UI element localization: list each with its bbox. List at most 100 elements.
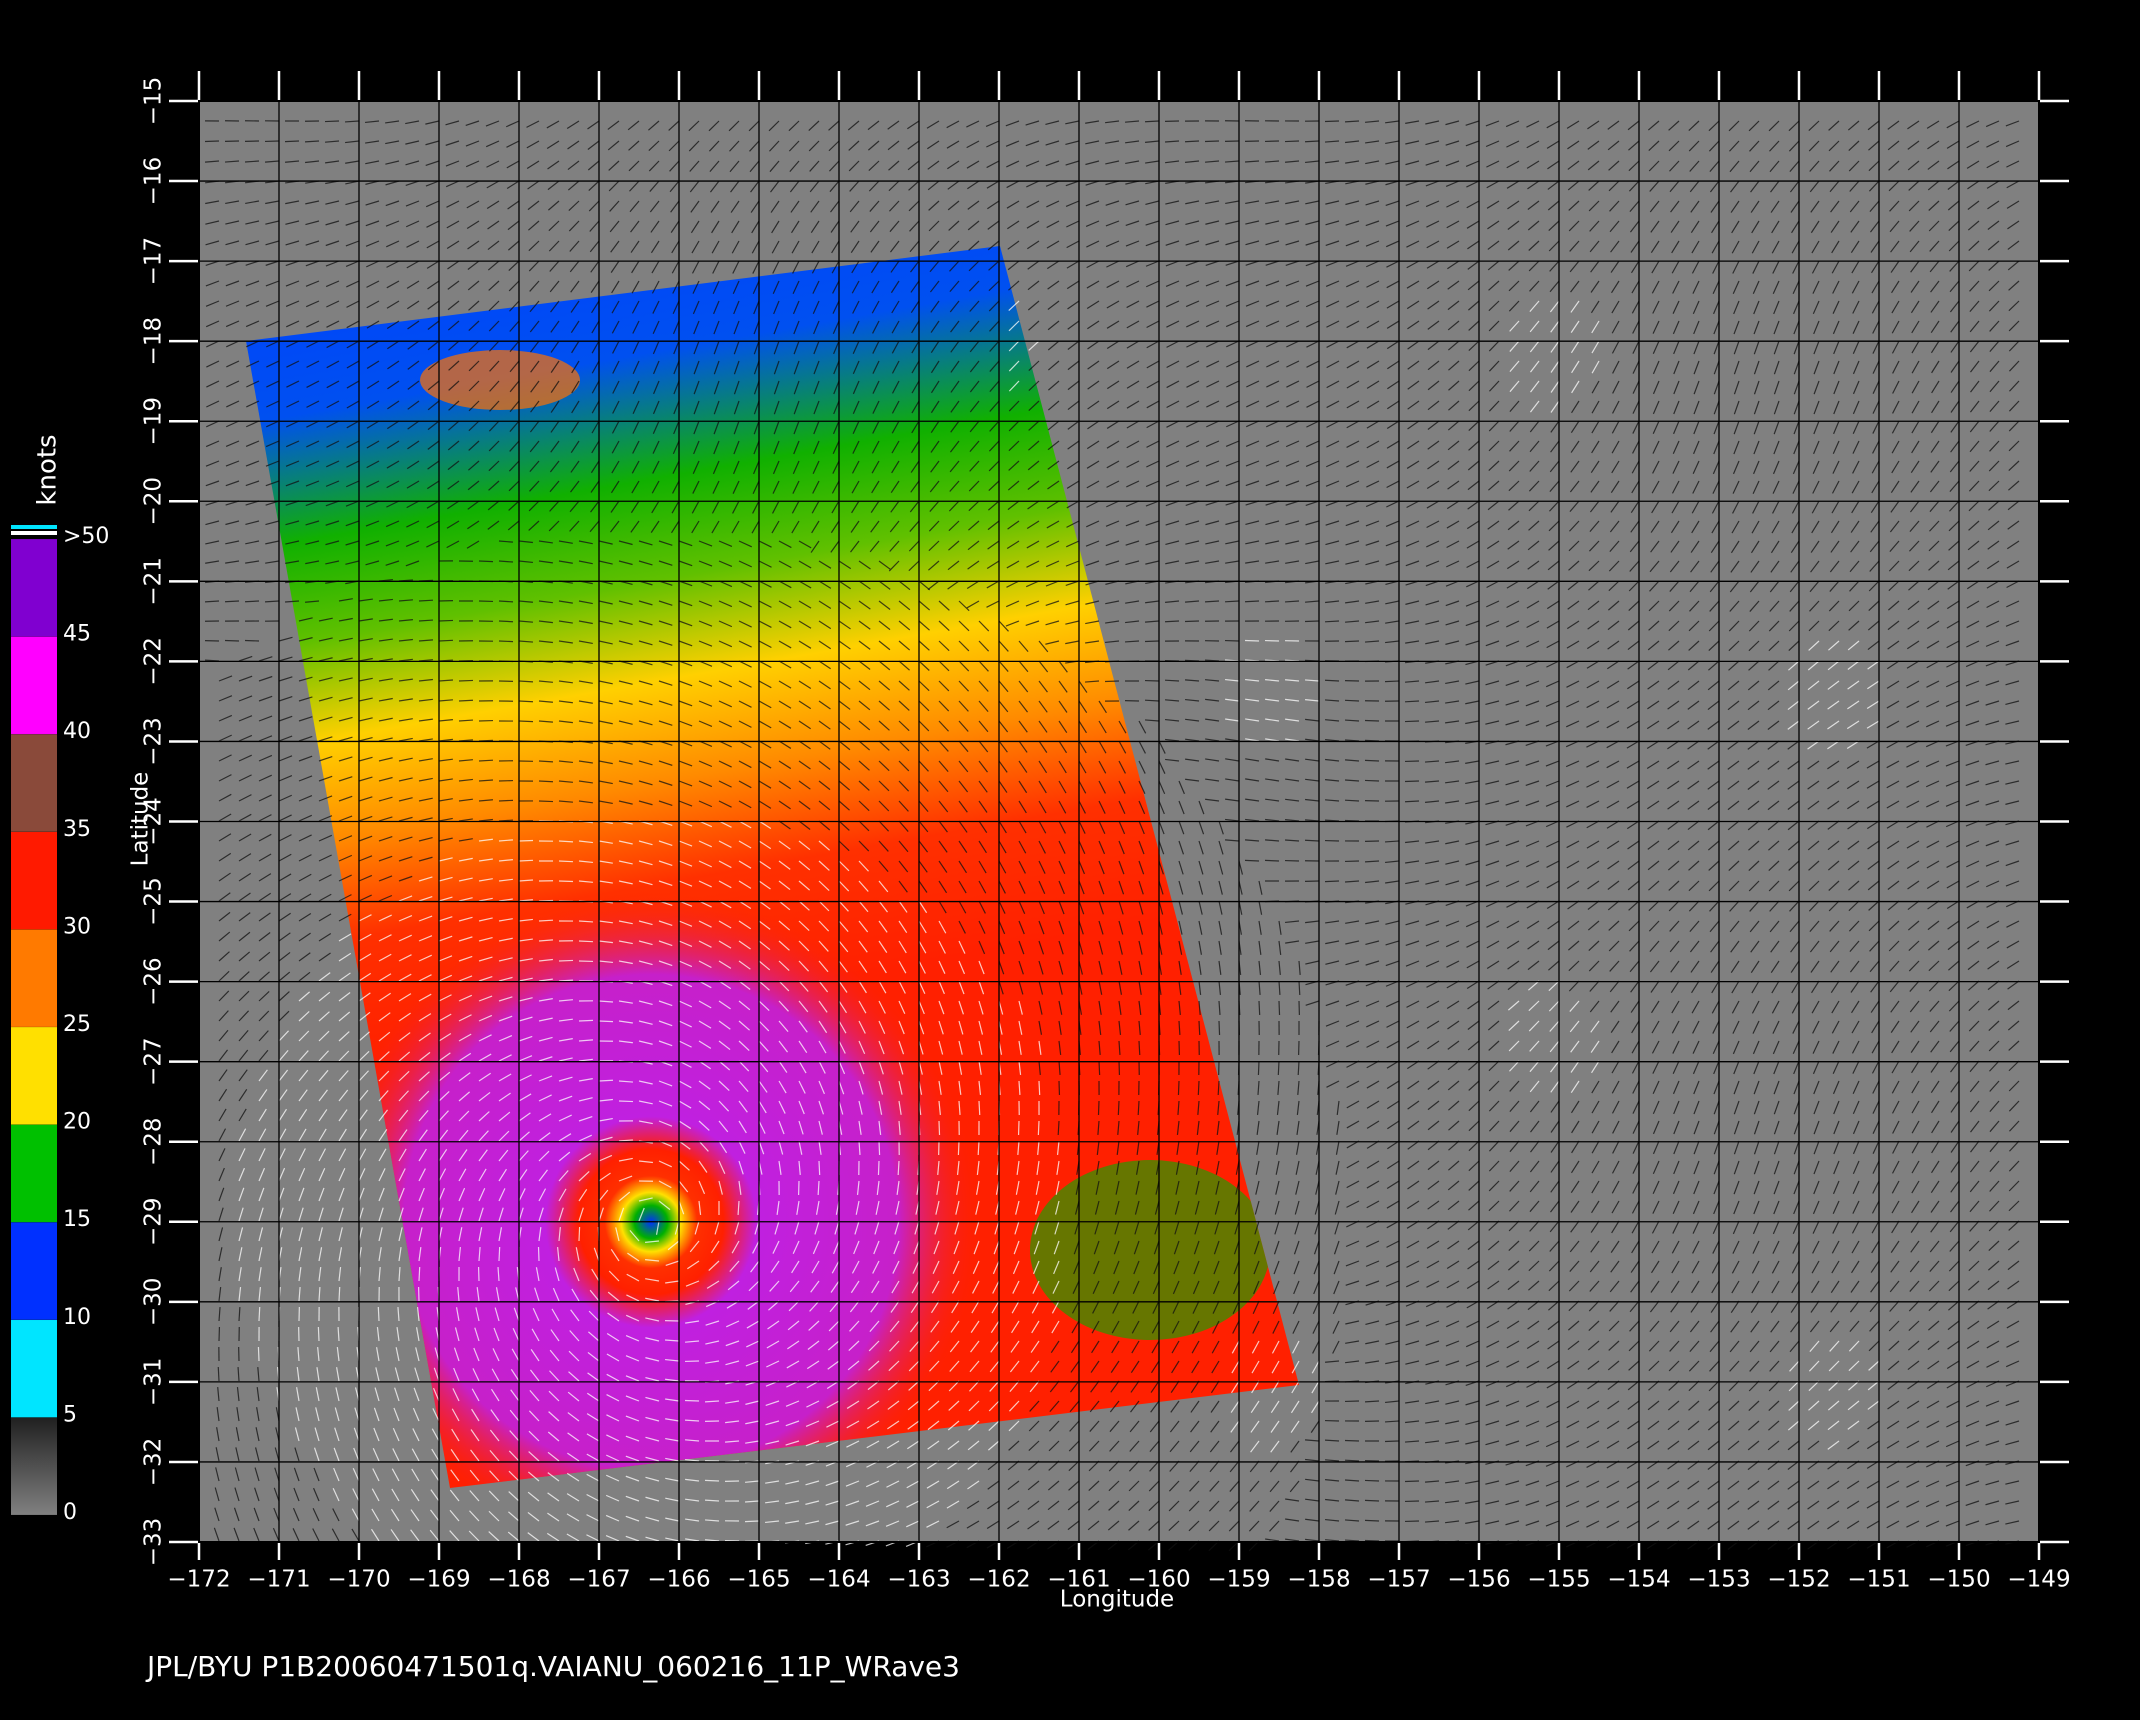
wind-vector (558, 560, 573, 564)
wind-vector (438, 639, 454, 642)
wind-vector (265, 200, 280, 205)
wind-vector (1870, 520, 1880, 533)
wind-vector (1869, 200, 1880, 213)
wind-vector (1947, 160, 1960, 170)
wind-vector (1849, 560, 1860, 573)
wind-vector (1753, 320, 1760, 335)
wind-vector (245, 200, 260, 205)
wind-vector (671, 520, 680, 534)
wind-vector (1466, 200, 1480, 209)
wind-vector (1446, 500, 1460, 510)
wind-vector (1185, 240, 1200, 246)
wind-vector (1245, 420, 1260, 428)
wind-vector (1028, 380, 1040, 392)
wind-vector (1026, 180, 1040, 188)
wind-vector (1006, 180, 1020, 189)
wind-vector (1007, 240, 1020, 250)
wind-vector (426, 520, 440, 529)
wind-vector (2008, 320, 2020, 332)
wind-vector (1027, 260, 1040, 270)
wind-vector (1425, 140, 1440, 146)
wind-vector (966, 120, 980, 128)
wind-vector (773, 400, 780, 415)
wind-vector (828, 160, 840, 172)
wind-vector (1569, 240, 1580, 252)
wind-vector (1550, 420, 1560, 433)
wind-vector (1566, 120, 1580, 129)
wind-vector (948, 240, 960, 252)
wind-vector (1285, 540, 1300, 545)
wind-vector (1712, 300, 1720, 315)
wind-vector (1306, 380, 1320, 388)
wind-vector (718, 540, 733, 547)
wind-vector (1909, 220, 1920, 232)
wind-vector (1732, 460, 1740, 475)
wind-vector (1632, 380, 1640, 394)
wind-vector (1508, 300, 1520, 312)
wind-vector (770, 180, 780, 193)
wind-vector (1487, 220, 1500, 230)
wind-vector (508, 280, 520, 292)
wind-vector (1831, 240, 1840, 254)
wind-vector (985, 120, 1000, 127)
wind-vector (1848, 160, 1860, 172)
wind-vector (1652, 460, 1660, 474)
wind-vector (467, 500, 480, 510)
wind-vector (1670, 540, 1680, 553)
wind-vector (832, 280, 840, 294)
wind-vector (1097, 1100, 1100, 1116)
wind-vector (792, 460, 800, 475)
wind-vector (1567, 180, 1580, 191)
wind-vector (1485, 120, 1500, 127)
wind-vector (1750, 540, 1760, 554)
wind-vector (225, 280, 240, 287)
wind-vector (910, 300, 920, 314)
wind-vector (1057, 1120, 1060, 1136)
wind-vector (206, 340, 220, 348)
wind-vector (1691, 500, 1700, 514)
wind-vector (989, 340, 1000, 352)
wind-vector (366, 300, 380, 309)
wind-vector (1711, 220, 1720, 234)
wind-vector (468, 400, 480, 412)
wind-vector (733, 340, 740, 355)
wind-vector (1891, 340, 1900, 354)
wind-vector (425, 160, 440, 166)
wind-vector (1588, 200, 1600, 212)
wind-vector (466, 540, 480, 549)
wind-vector (773, 440, 780, 455)
wind-vector (1326, 440, 1340, 448)
wind-vector (1346, 280, 1360, 288)
wind-vector (1087, 400, 1100, 410)
wind-vector (550, 380, 560, 393)
wind-vector (1406, 300, 1420, 310)
wind-vector (1529, 340, 1540, 353)
wind-vector (1224, 600, 1240, 603)
wind-vector (1065, 540, 1080, 548)
wind-vector (1265, 200, 1280, 205)
wind-vector (1927, 180, 1940, 191)
wind-vector (868, 180, 880, 192)
wind-vector (365, 200, 380, 206)
wind-vector (1126, 280, 1140, 288)
wind-vector (691, 520, 700, 534)
wind-vector (264, 600, 280, 603)
wind-vector (792, 260, 800, 274)
wind-vector (571, 400, 580, 414)
wind-vector (1568, 220, 1580, 232)
wind-vector (1751, 240, 1760, 254)
wind-vector (345, 160, 360, 164)
wind-vector (1730, 560, 1740, 573)
wind-vector (1910, 480, 1920, 493)
wind-vector (2008, 460, 2020, 471)
wind-vector (618, 540, 633, 546)
wind-vector (1325, 200, 1340, 205)
wind-vector (652, 420, 660, 435)
wind-vector (1126, 300, 1140, 309)
wind-vector (930, 320, 940, 333)
wind-vector (1931, 360, 1940, 374)
wind-vector (386, 240, 400, 248)
wind-vector (1567, 140, 1580, 150)
wind-vector (847, 120, 860, 131)
wind-vector (949, 440, 960, 453)
